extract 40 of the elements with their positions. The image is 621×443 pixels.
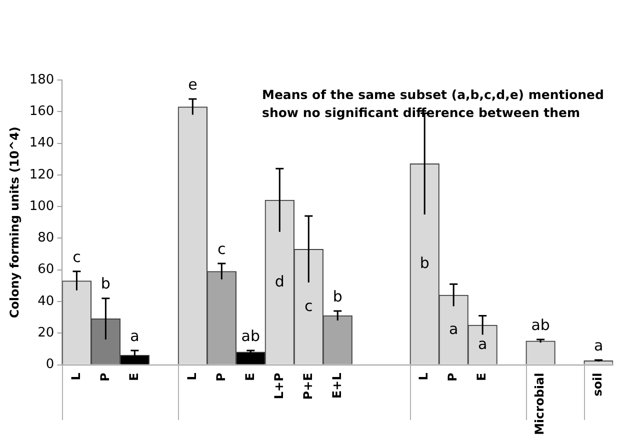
annotation: Means of the same subset (a,b,c,d,e) mentioned show no significant difference between them <box>262 86 605 122</box>
data-label: b <box>420 254 430 272</box>
y-tick-label: 60 <box>38 262 54 278</box>
x-tick-label: Microbial <box>532 372 547 436</box>
x-tick-label: L <box>416 372 431 380</box>
y-tick-label: 0 <box>46 357 54 372</box>
data-label: a <box>130 326 140 345</box>
x-tick-label: P <box>446 372 460 382</box>
y-axis-title: Colony forming units (10^4) <box>7 126 22 318</box>
data-label: c <box>304 296 313 315</box>
y-tick-label: 140 <box>29 136 54 151</box>
y-tick-label: 180 <box>29 72 54 88</box>
x-tick-label: P <box>214 372 228 382</box>
data-label: a <box>594 336 604 354</box>
x-tick-label: E <box>242 372 257 381</box>
x-tick-label: P <box>98 372 112 382</box>
data-label: c <box>72 248 81 266</box>
y-tick-label: 80 <box>38 230 54 246</box>
x-tick-label: L <box>68 372 83 380</box>
data-label: b <box>100 274 110 293</box>
data-label: a <box>448 320 458 338</box>
y-tick-label: 40 <box>38 294 54 309</box>
x-tick-label: L <box>184 372 199 380</box>
x-tick-label: soil <box>590 372 605 396</box>
y-tick-label: 20 <box>38 325 54 340</box>
y-tick-label: 160 <box>29 104 54 120</box>
data-label: c <box>218 240 226 258</box>
y-tick-label: 100 <box>29 198 54 214</box>
data-label: ab <box>241 326 260 345</box>
x-tick-label: L+P <box>272 372 286 400</box>
x-tick-label: E+L <box>330 372 344 399</box>
data-label: ab <box>531 316 550 334</box>
x-tick-label: P+E <box>300 372 315 400</box>
x-tick-label: E <box>474 372 489 381</box>
data-label: b <box>332 287 342 306</box>
data-label: e <box>188 75 198 94</box>
x-tick-label: E <box>126 372 141 381</box>
y-tick-label: 120 <box>29 167 54 182</box>
data-label: d <box>274 272 284 290</box>
data-label: a <box>478 334 488 353</box>
